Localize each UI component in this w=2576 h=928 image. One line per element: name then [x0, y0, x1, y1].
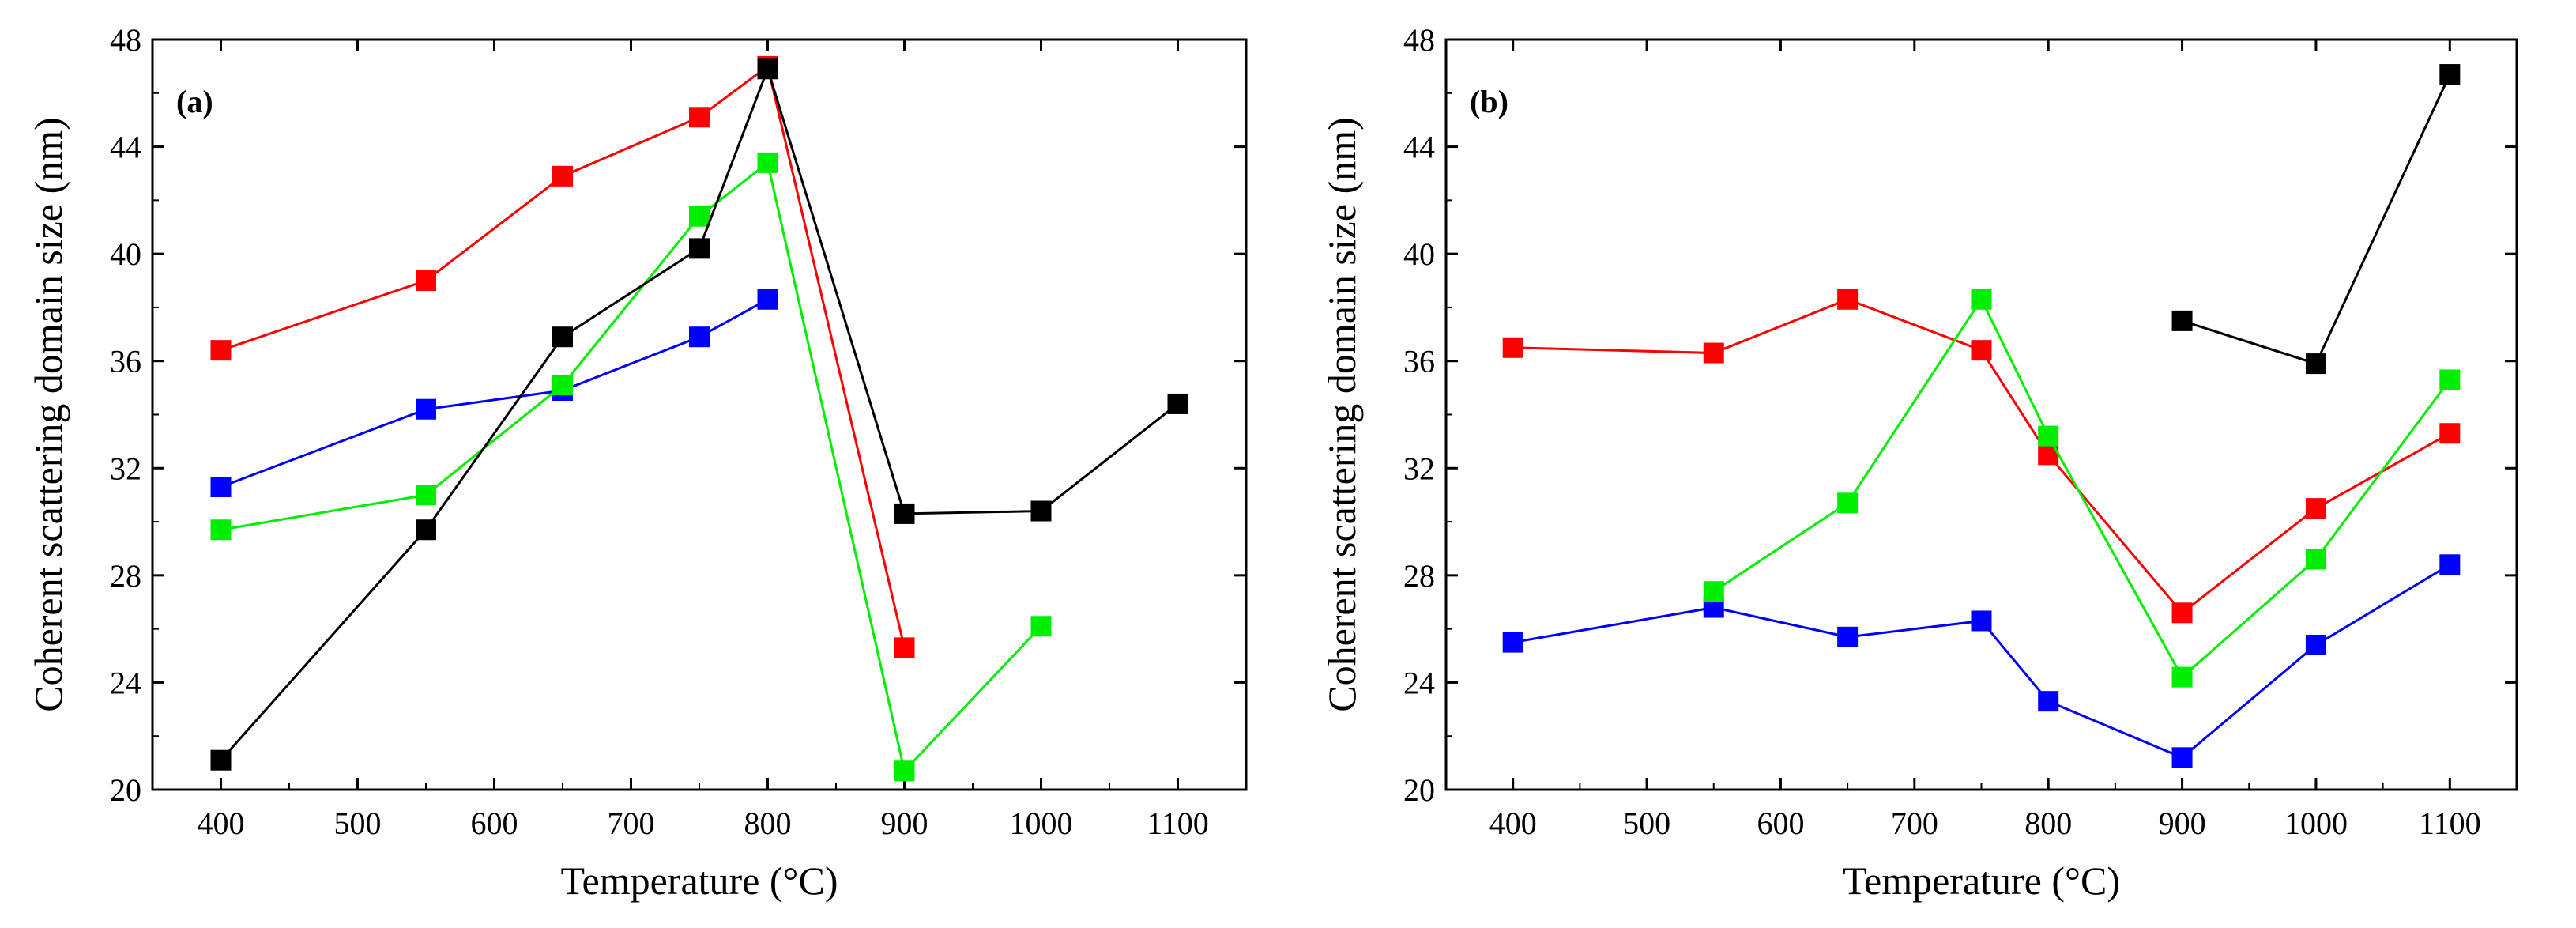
panel-b-green-data-point — [2439, 369, 2461, 390]
panel-b-red-data-point — [1971, 340, 1992, 361]
panel-a-green-data-point — [210, 519, 232, 541]
panel-a-y-tick-label: 20 — [110, 772, 141, 808]
panel-b-x-axis-title: Temperature (°C) — [1843, 858, 2120, 903]
panel-a-y-tick-label: 32 — [110, 451, 141, 486]
panel-a-black-data-point — [1167, 393, 1188, 414]
panel-b-y-tick-label: 20 — [1403, 772, 1435, 808]
panel-a-red-data-point — [552, 165, 573, 187]
panel-b-x-tick-label: 900 — [2159, 805, 2206, 841]
panel-a-y-tick-label: 44 — [110, 130, 141, 165]
panel-a-blue-data-point — [689, 326, 710, 348]
panel-a-black-data-point — [757, 58, 778, 80]
panel-a-y-axis-title: Coherent scattering domain size (nm) — [26, 117, 70, 712]
panel-b-x-tick-label: 600 — [1757, 805, 1804, 841]
panel-b-blue-data-point — [1971, 610, 1992, 632]
panel-b-red-data-point — [1837, 289, 1859, 310]
panel-a-red-data-point — [689, 107, 710, 128]
panel-a-blue-data-point — [416, 398, 436, 420]
panel-b-blue-data-point — [1502, 632, 1523, 653]
panel-a-x-tick-label: 900 — [881, 805, 928, 841]
panel-b-red-data-point — [2439, 423, 2461, 444]
panel-a-black-data-point — [1030, 500, 1052, 522]
panel-b-red-data-point — [2171, 602, 2193, 624]
panel-b-y-tick-label: 48 — [1403, 22, 1435, 58]
panel-a-x-tick-label: 500 — [334, 805, 382, 841]
panel-a-green-data-point — [894, 760, 915, 782]
panel-b-red-series-line — [1512, 298, 2451, 615]
panel-a-y-tick-label: 36 — [110, 344, 141, 379]
panel-a-red-series-line — [220, 64, 906, 648]
panel-b-y-tick-label: 28 — [1403, 558, 1435, 594]
panel-a-y-tick-label: 24 — [110, 665, 141, 700]
panel-a-x-axis-title: Temperature (°C) — [560, 858, 838, 903]
panel-a-y-tick-label: 48 — [110, 22, 141, 58]
panel-a-black-data-point — [894, 503, 915, 524]
panel-b-x-tick-label: 800 — [2024, 805, 2072, 841]
panel-a-black-data-point — [416, 519, 436, 541]
panel-a-label: (a) — [176, 84, 213, 119]
panel-b-black-series-line — [2182, 74, 2451, 365]
panel-b-blue-data-point — [1837, 626, 1859, 647]
panel-a-x-tick-label: 600 — [471, 805, 518, 841]
panel-b-plot-frame — [1444, 38, 2518, 791]
panel-b-x-tick-label: 500 — [1623, 805, 1670, 841]
panel-a-x-tick-label: 700 — [608, 805, 655, 841]
panel-a-green-series-line — [220, 160, 1042, 774]
panel-a-x-tick-label: 1100 — [1147, 805, 1209, 841]
panel-b-x-tick-label: 400 — [1489, 805, 1537, 841]
panel-a-x-tick-label: 1000 — [1010, 805, 1073, 841]
panel-a-blue-series-line — [220, 298, 769, 489]
panel-b-red-data-point — [1703, 342, 1724, 364]
panel-b-y-tick-label: 44 — [1403, 130, 1435, 165]
panel-a-x-tick-label: 400 — [198, 805, 245, 841]
panel-b-green-data-point — [2305, 549, 2326, 570]
panel-b-blue-data-point — [2171, 747, 2193, 768]
panel-b-black-data-point — [2305, 353, 2326, 375]
panel-b-y-tick-label: 32 — [1403, 451, 1435, 486]
panel-b-red-data-point — [2305, 498, 2326, 519]
panel-a-green-data-point — [552, 375, 573, 396]
panel-a-black-data-point — [689, 238, 710, 259]
panel-b-x-tick-label: 700 — [1891, 805, 1938, 841]
panel-b-blue-series-line — [1512, 564, 2451, 760]
panel-b-chart: 400 500 600 700 800 900 1000 1100 20 24 28 32 36 40 44… — [1320, 22, 2518, 903]
panel-b-y-tick-label: 24 — [1403, 665, 1435, 700]
panel-b-label: (b) — [1470, 84, 1508, 119]
panel-b-x-tick-label: 1100 — [2419, 805, 2481, 841]
panel-a-y-tick-label: 40 — [110, 236, 141, 272]
panel-a-x-tick-label: 800 — [744, 805, 792, 841]
panel-a-red-data-point — [210, 340, 232, 361]
panel-b-black-data-point — [2439, 64, 2461, 85]
panel-b-green-data-point — [1971, 289, 1992, 310]
panel-b-x-tick-label: 1000 — [2284, 805, 2348, 841]
panel-b-green-data-point — [1703, 581, 1724, 602]
panel-a-red-data-point — [894, 637, 915, 658]
panel-a-blue-data-point — [210, 477, 232, 498]
panel-b-green-data-point — [2171, 666, 2193, 688]
panel-a-green-data-point — [757, 152, 778, 173]
panel-b-green-data-point — [2038, 425, 2059, 447]
panel-b-blue-data-point — [2439, 554, 2461, 575]
panel-b-blue-data-point — [2038, 691, 2059, 712]
panel-a-blue-data-point — [757, 289, 778, 310]
panel-a-green-data-point — [1030, 616, 1052, 637]
panel-b-y-tick-label: 40 — [1403, 236, 1435, 272]
panel-a-black-data-point — [552, 326, 573, 348]
panel-b-green-series-line — [1712, 296, 2451, 680]
panel-a-green-data-point — [416, 485, 436, 506]
panel-a-black-data-point — [210, 749, 232, 771]
panel-b-red-data-point — [1502, 337, 1523, 358]
panel-a-chart: 400 500 600 700 800 900 1000 1100 20 24 28 32 36 40 44… — [26, 22, 1248, 903]
panel-a-y-tick-label: 28 — [110, 558, 141, 594]
panel-a-red-data-point — [416, 270, 436, 292]
panel-b-black-data-point — [2171, 310, 2193, 331]
panel-b-y-axis-title: Coherent scattering domain size (nm) — [1320, 117, 1364, 712]
panel-b-blue-data-point — [2305, 634, 2326, 655]
panel-b-y-tick-label: 36 — [1403, 344, 1435, 379]
panel-a-green-data-point — [689, 206, 710, 227]
panel-b-green-data-point — [1837, 492, 1859, 514]
panel-a-black-series-line — [220, 65, 1179, 761]
panel-a-plot-frame — [151, 38, 1248, 791]
